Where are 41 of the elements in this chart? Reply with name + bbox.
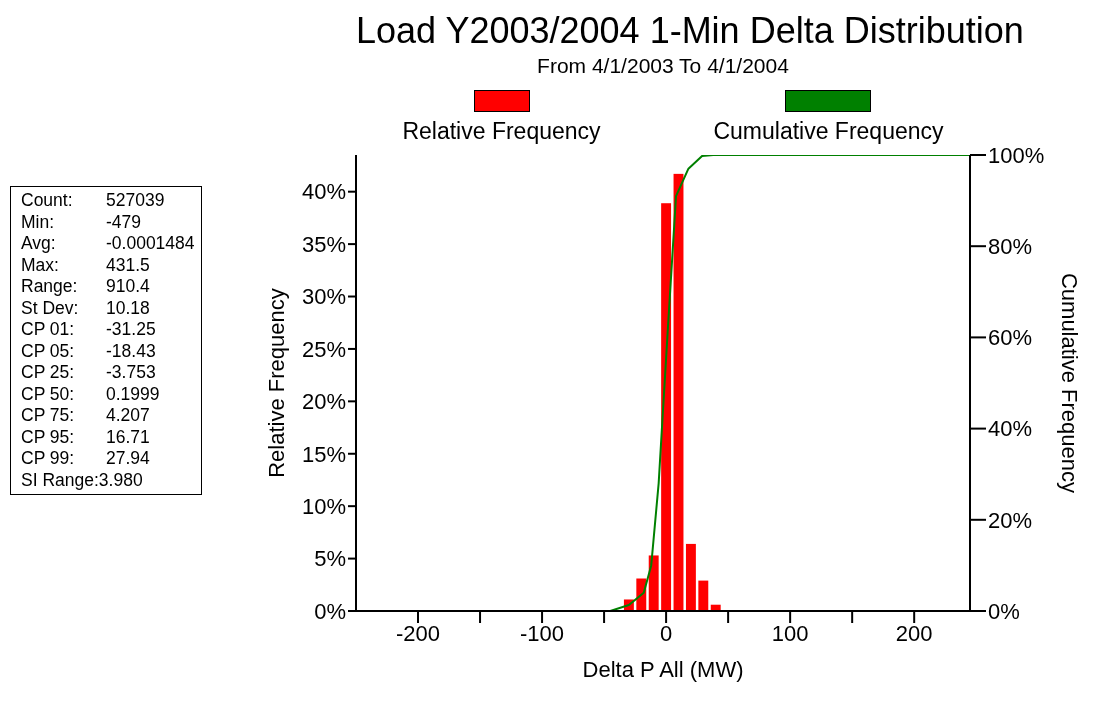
y2-tick-label: 40% [988, 416, 1033, 442]
y-tick-label: 15% [301, 441, 346, 467]
text: CP 75: 4.207 [21, 405, 150, 425]
y2-axis-title: Cumulative Frequency [1057, 272, 1083, 494]
y-tick-label: 30% [301, 284, 346, 310]
text: CP 95: 16.71 [21, 426, 150, 447]
y-tick-label: 20% [301, 389, 346, 415]
legend-label: Relative Frequency [402, 118, 601, 145]
text: Min: -479 [21, 211, 142, 232]
x-tick-label: 0 [659, 620, 673, 646]
chart-title: Load Y2003/2004 1-Min Delta Distribution [356, 10, 1024, 51]
y-tick-label: 25% [301, 336, 346, 362]
text: St Dev: 10.18 [21, 297, 150, 318]
text: CP 99: 27.94 [21, 448, 150, 468]
x-axis-title: Delta P All (MW) [582, 657, 744, 682]
text: Avg: -0.0001484 [21, 233, 195, 253]
legend-label: Cumulative Frequency [713, 118, 944, 145]
chart-subtitle: From 4/1/2003 To 4/1/2004 [537, 54, 789, 77]
y-tick-label: 0% [314, 598, 346, 624]
y-tick-label: 40% [301, 179, 346, 205]
x-tick-label: -200 [396, 620, 441, 646]
x-tick-label: 100 [771, 620, 809, 646]
text: CP 01: -31.25 [21, 319, 156, 339]
y2-tick-label: 100% [988, 142, 1045, 168]
y2-tick-label: 80% [988, 234, 1033, 260]
text: SI Range:3.980 [21, 469, 143, 491]
text: Max: 431.5 [21, 254, 150, 275]
y2-tick-label: 60% [988, 325, 1033, 351]
y-tick-label: 5% [314, 546, 346, 572]
y-axis-title: Relative Frequency [263, 288, 289, 478]
y2-tick-label: 0% [988, 598, 1020, 624]
text: Count: 527039 [21, 190, 165, 210]
x-tick-label: -100 [520, 620, 565, 646]
x-tick-label: 200 [895, 620, 933, 646]
y-tick-label: 35% [301, 231, 346, 257]
y2-tick-label: 20% [988, 507, 1033, 533]
text: Range: 910.4 [21, 276, 150, 296]
text: CP 25: -3.753 [21, 362, 156, 382]
text: CP 50: 0.1999 [21, 383, 160, 404]
y-tick-label: 10% [301, 493, 346, 519]
text: CP 05: -18.43 [21, 340, 156, 361]
